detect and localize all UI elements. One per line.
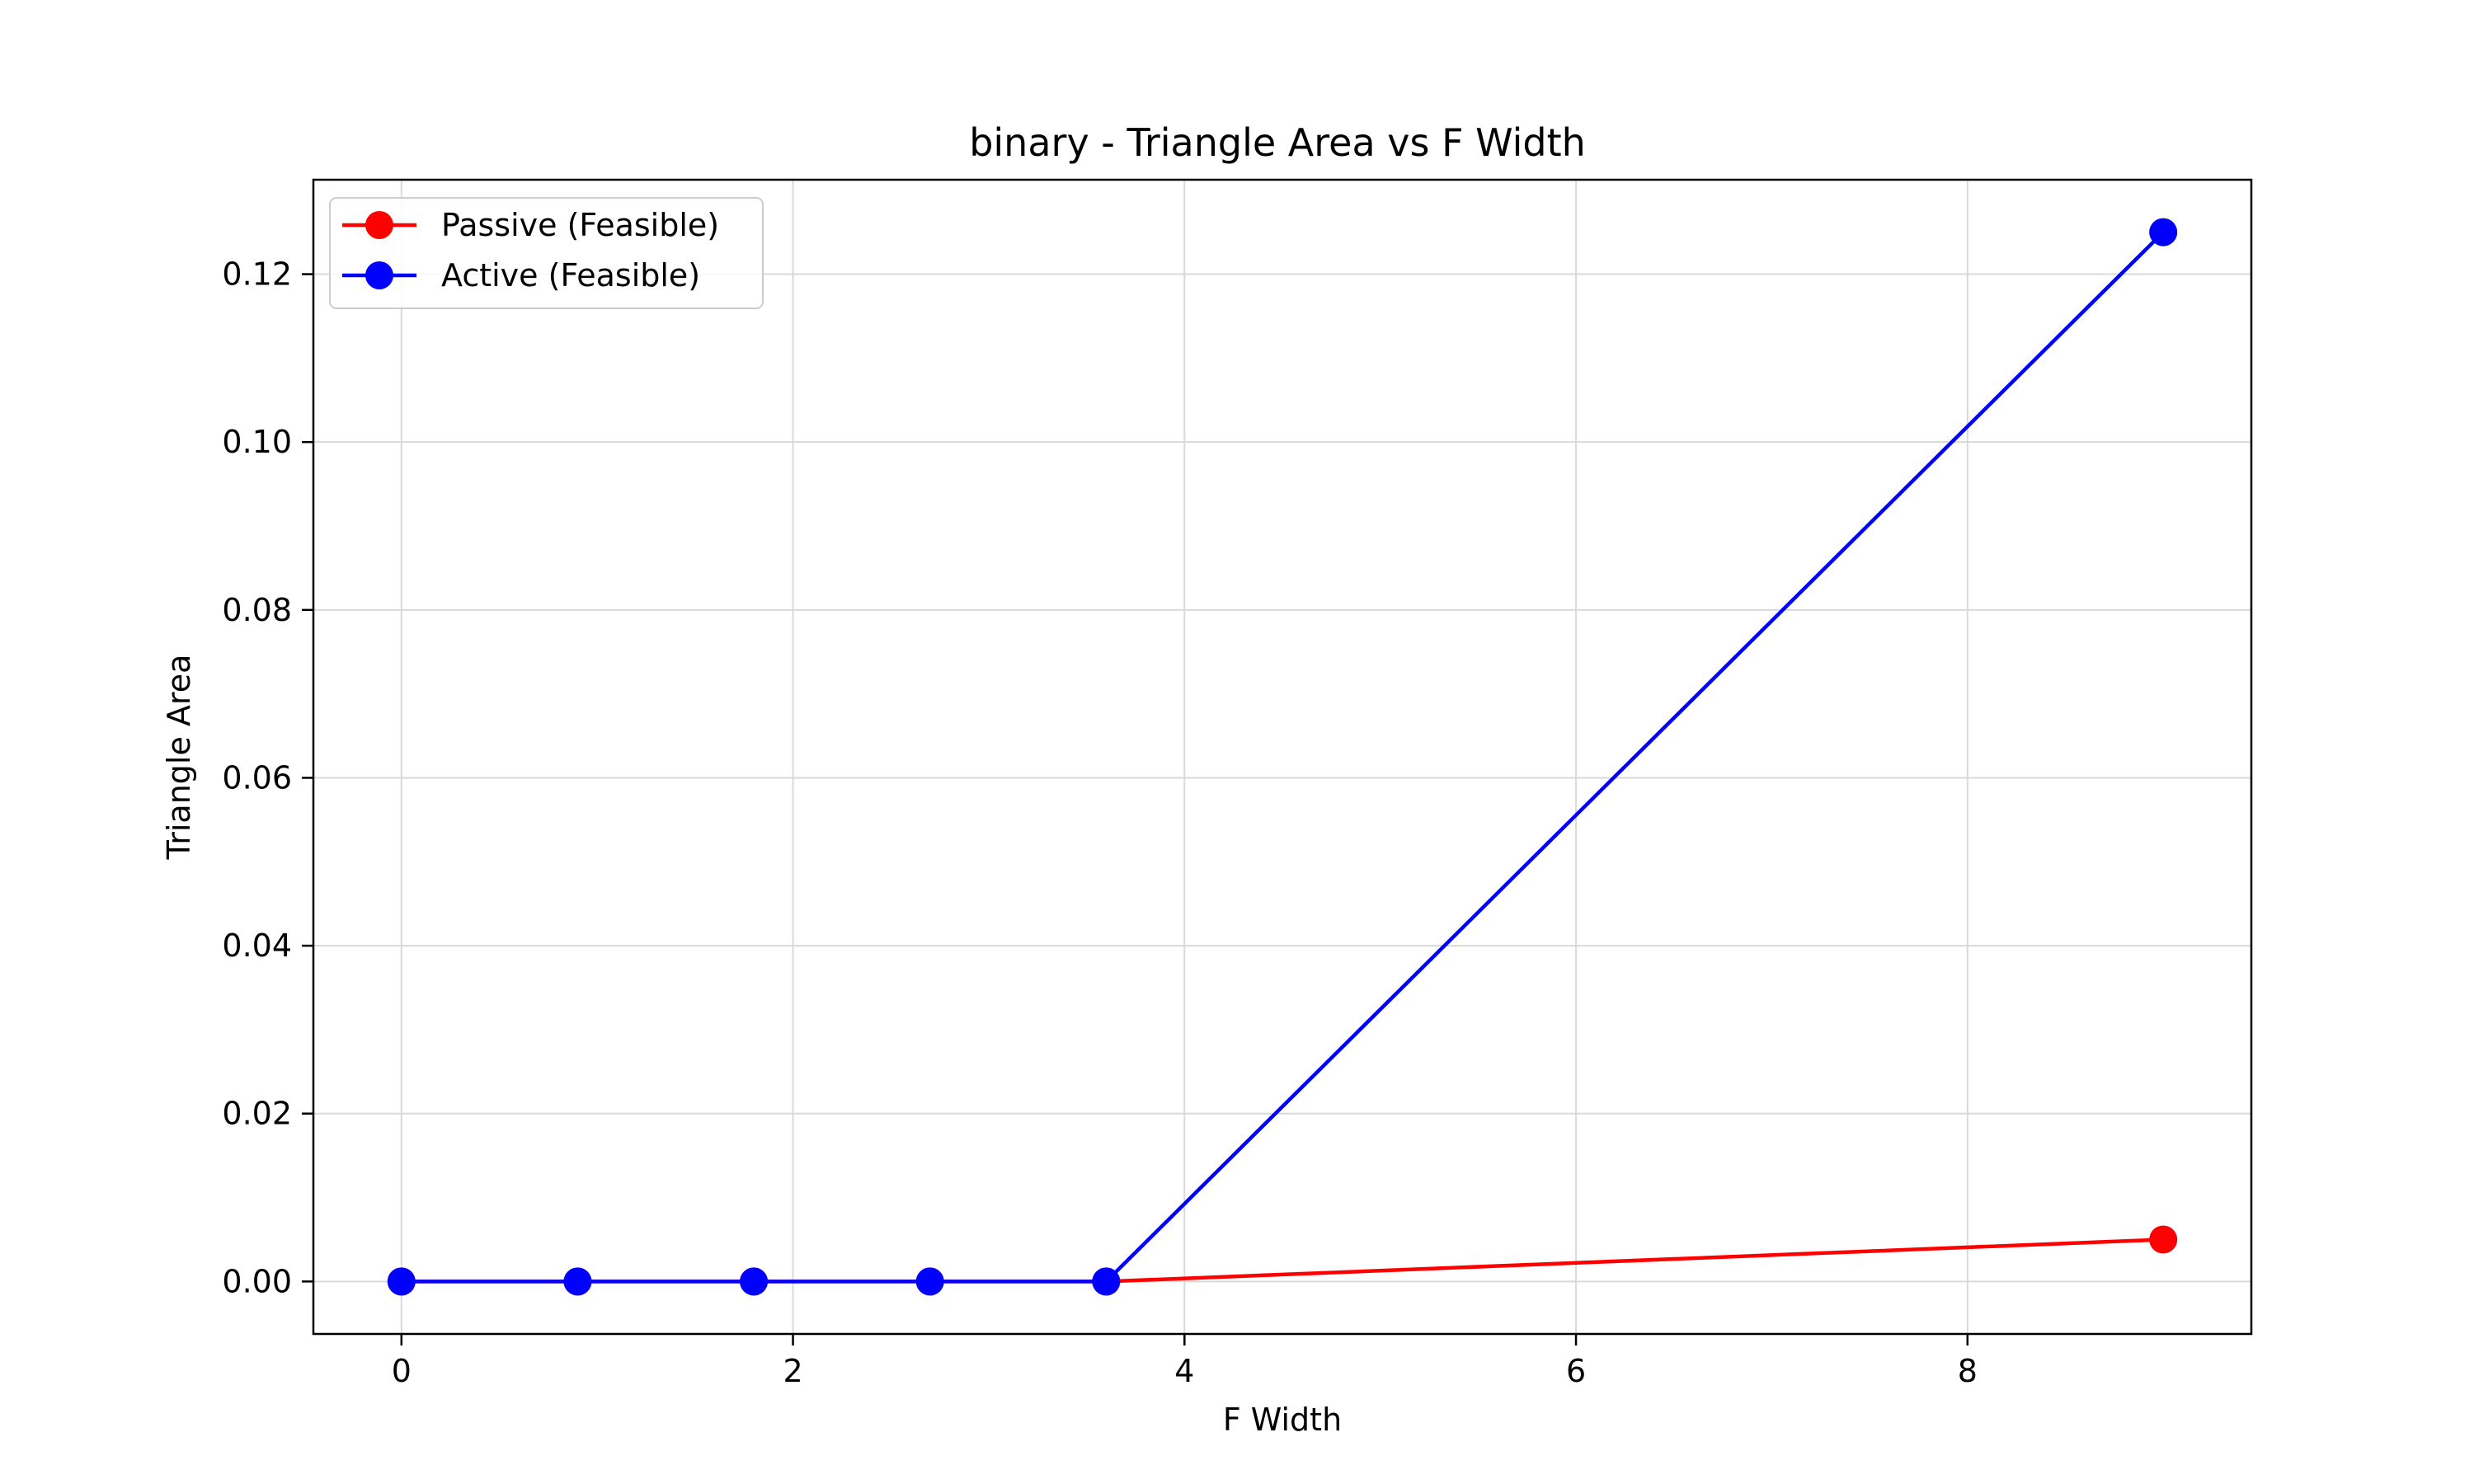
- plot-series: [387, 218, 2178, 1296]
- data-point: [387, 1267, 416, 1296]
- y-tick-label: 0.02: [222, 1096, 292, 1132]
- x-axis-label: F Width: [1223, 1402, 1342, 1438]
- x-tick-label: 0: [392, 1353, 412, 1389]
- grid-lines: [313, 180, 2251, 1334]
- x-tick-label: 4: [1174, 1353, 1194, 1389]
- axis-ticks: 0 2 4 6 8 0.00 0.02 0.04 0.06 0.08 0.10 0.12: [222, 256, 1978, 1389]
- series-line: [401, 231, 2165, 1284]
- data-point: [2149, 1225, 2178, 1254]
- legend-entry: Active (Feasible): [342, 257, 700, 294]
- y-tick-label: 0.10: [222, 424, 292, 460]
- data-point: [563, 1267, 592, 1296]
- legend-marker: [365, 261, 393, 289]
- data-point: [2149, 218, 2178, 247]
- y-tick-label: 0.12: [222, 256, 292, 293]
- y-tick-label: 0.04: [222, 928, 292, 964]
- legend-box: [329, 197, 764, 309]
- legend-label: Active (Feasible): [441, 257, 700, 294]
- x-tick-label: 8: [1958, 1353, 1978, 1389]
- series-1: [387, 218, 2178, 1296]
- y-axis-label: Triangle Area: [161, 655, 197, 861]
- axes-frame: [312, 178, 2253, 1336]
- data-point: [740, 1267, 769, 1296]
- y-tick-label: 0.00: [222, 1263, 292, 1299]
- y-tick-label: 0.08: [222, 592, 292, 628]
- data-point: [915, 1267, 944, 1296]
- data-point: [1092, 1267, 1121, 1296]
- chart-title: binary - Triangle Area vs F Width: [969, 120, 1586, 165]
- legend-marker: [365, 211, 393, 239]
- y-tick-label: 0.06: [222, 759, 292, 796]
- legend: Passive (Feasible) Active (Feasible): [329, 197, 764, 309]
- legend-label: Passive (Feasible): [441, 207, 719, 243]
- x-tick-label: 2: [783, 1353, 802, 1389]
- legend-entry: Passive (Feasible): [342, 207, 719, 243]
- x-tick-label: 6: [1566, 1353, 1586, 1389]
